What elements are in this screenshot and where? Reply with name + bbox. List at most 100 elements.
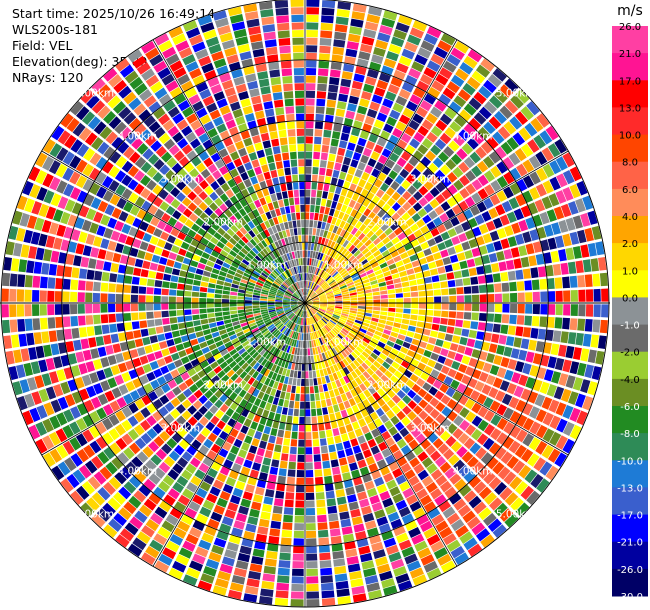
colorbar-unit-label: m/s xyxy=(617,3,643,19)
velocity-gate xyxy=(318,329,324,337)
velocity-gate xyxy=(176,404,186,414)
velocity-gate xyxy=(148,327,157,336)
velocity-gate xyxy=(293,293,300,299)
velocity-gate xyxy=(424,276,432,284)
velocity-gate xyxy=(199,88,212,100)
velocity-gate xyxy=(405,379,415,389)
velocity-gate xyxy=(328,341,334,349)
velocity-gate xyxy=(313,259,317,267)
velocity-gate xyxy=(446,398,457,410)
velocity-gate xyxy=(309,212,314,220)
velocity-gate xyxy=(341,71,353,80)
velocity-gate xyxy=(182,106,194,118)
velocity-gate xyxy=(514,481,529,495)
velocity-gate xyxy=(349,329,357,336)
velocity-gate xyxy=(283,245,289,254)
velocity-gate xyxy=(131,285,139,294)
velocity-gate xyxy=(190,119,202,131)
velocity-gate xyxy=(319,295,327,299)
velocity-gate xyxy=(539,381,550,395)
velocity-gate xyxy=(374,269,383,276)
velocity-gate xyxy=(28,347,38,360)
velocity-gate xyxy=(330,420,338,429)
velocity-gate xyxy=(164,194,175,205)
velocity-gate xyxy=(518,374,529,387)
velocity-gate xyxy=(251,247,259,255)
velocity-gate xyxy=(230,291,238,296)
velocity-gate xyxy=(364,239,372,247)
velocity-gate xyxy=(28,166,41,182)
velocity-gate xyxy=(390,375,399,384)
velocity-gate xyxy=(342,309,350,313)
velocity-gate xyxy=(187,179,198,190)
colorbar-tick-label: 17.0 xyxy=(619,76,641,87)
velocity-gate xyxy=(92,292,100,302)
velocity-gate xyxy=(57,396,69,410)
velocity-gate xyxy=(288,136,296,145)
velocity-gate xyxy=(195,331,204,338)
velocity-gate xyxy=(386,51,399,62)
velocity-gate xyxy=(468,238,478,249)
velocity-gate xyxy=(240,98,251,108)
velocity-gate xyxy=(295,243,300,251)
velocity-gate xyxy=(270,315,278,320)
velocity-gate xyxy=(453,415,464,427)
velocity-gate xyxy=(165,53,180,66)
velocity-gate xyxy=(377,32,391,43)
velocity-gate xyxy=(333,209,340,218)
velocity-gate xyxy=(251,379,259,388)
velocity-gate xyxy=(111,387,122,399)
velocity-gate xyxy=(172,33,187,46)
velocity-gate xyxy=(327,405,334,414)
velocity-gate xyxy=(256,334,264,341)
velocity-gate xyxy=(287,469,296,477)
velocity-gate xyxy=(418,303,426,309)
velocity-gate xyxy=(205,380,215,389)
velocity-gate xyxy=(323,255,329,263)
velocity-gate xyxy=(477,406,489,418)
velocity-gate xyxy=(305,386,310,394)
velocity-gate xyxy=(456,212,467,223)
velocity-gate xyxy=(264,256,272,264)
velocity-gate xyxy=(425,444,437,456)
velocity-gate xyxy=(522,327,531,338)
velocity-gate xyxy=(260,307,268,310)
velocity-gate xyxy=(169,86,183,99)
velocity-gate xyxy=(335,489,346,498)
velocity-gate xyxy=(472,461,485,474)
velocity-gate xyxy=(31,391,42,405)
velocity-gate xyxy=(494,89,508,104)
velocity-gate xyxy=(560,388,572,403)
velocity-gate xyxy=(278,129,287,138)
velocity-gate xyxy=(417,451,429,462)
velocity-gate xyxy=(244,435,253,445)
velocity-gate xyxy=(463,123,476,136)
velocity-gate xyxy=(397,14,413,26)
velocity-gate xyxy=(353,278,362,284)
velocity-gate xyxy=(490,414,502,426)
velocity-gate xyxy=(212,170,222,180)
velocity-gate xyxy=(422,328,431,336)
velocity-gate xyxy=(222,245,231,253)
velocity-gate xyxy=(193,185,203,195)
velocity-gate xyxy=(167,362,176,372)
velocity-gate xyxy=(297,227,302,235)
velocity-gate xyxy=(270,286,278,291)
velocity-gate xyxy=(261,240,268,248)
colorbar-tick-label: 2.0 xyxy=(622,239,638,250)
velocity-gate xyxy=(207,288,215,293)
velocity-gate xyxy=(343,533,355,543)
velocity-gate xyxy=(314,362,319,370)
velocity-gate xyxy=(311,416,318,424)
velocity-gate xyxy=(361,36,375,46)
velocity-gate xyxy=(350,305,358,309)
velocity-gate xyxy=(601,304,609,318)
velocity-gate xyxy=(51,125,65,141)
velocity-gate xyxy=(380,307,388,312)
velocity-gate xyxy=(440,231,450,241)
velocity-gate xyxy=(478,245,488,255)
velocity-gate xyxy=(208,343,217,351)
velocity-gate xyxy=(214,578,229,589)
velocity-gate xyxy=(494,502,508,517)
velocity-gate xyxy=(206,102,218,113)
